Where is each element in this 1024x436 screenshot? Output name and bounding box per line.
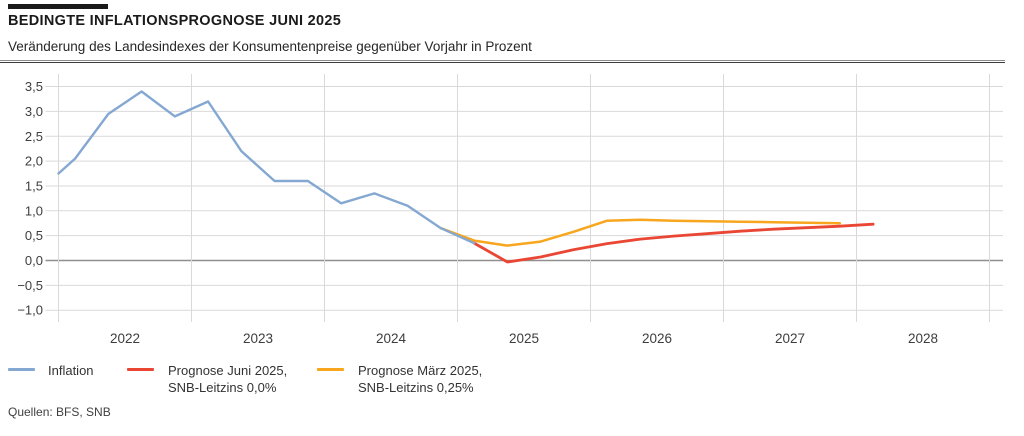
legend-label-prognose-maerz: Prognose März 2025, SNB-Leitzins 0,25% [358,362,482,396]
x-tick-label: 2025 [509,331,539,346]
series-line-prognose-juni-2025 [472,222,875,264]
y-tick-label: 1,5 [25,178,43,193]
y-tick-label: 2,0 [25,154,43,169]
x-tick-label: 2022 [110,331,140,346]
series-line-prognose-maerz-2025 [439,218,842,247]
x-tick-label: 2026 [642,331,672,346]
legend-text: Inflation [48,363,94,378]
x-tick-label: 2027 [775,331,805,346]
legend-label-prognose-juni: Prognose Juni 2025, SNB-Leitzins 0,0% [168,362,287,396]
legend-swatch-prognose-juni [127,368,154,371]
y-tick-label: 3,5 [25,79,43,94]
y-axis-labels: 3,5 3,0 2,5 2,0 1,5 1,0 0,5 0,0 −0,5 −1,0 [17,79,43,318]
y-tick-label: 3,0 [25,104,43,119]
y-tick-label: 0,0 [25,253,43,268]
legend-label-inflation: Inflation [48,362,94,379]
source-note: Quellen: BFS, SNB [8,405,111,419]
legend-text: Prognose Juni 2025, [168,363,288,378]
x-axis-labels: 2022 2023 2024 2025 2026 2027 2028 [110,331,938,346]
chart-subtitle: Veränderung des Landesindexes der Konsum… [8,39,532,54]
y-tick-label: 0,5 [25,228,43,243]
gridlines [45,74,1003,322]
series-line-inflation [57,90,476,245]
legend-swatch-prognose-maerz [317,368,344,371]
accent-bar [8,4,108,9]
legend-text: SNB-Leitzins 0,0% [168,380,277,395]
x-tick-label: 2028 [908,331,938,346]
legend-swatch-inflation [8,368,35,371]
legend-text: Prognose März 2025, [358,363,483,378]
legend-text: SNB-Leitzins 0,25% [358,380,474,395]
chart-title: BEDINGTE INFLATIONSPROGNOSE JUNI 2025 [8,13,342,29]
x-tick-label: 2024 [376,331,407,346]
y-tick-label: −0,5 [17,278,43,293]
y-tick-label: −1,0 [17,303,43,318]
y-tick-label: 2,5 [25,129,43,144]
header-rule [0,60,1005,63]
y-tick-label: 1,0 [25,203,43,218]
x-tick-label: 2023 [243,331,273,346]
